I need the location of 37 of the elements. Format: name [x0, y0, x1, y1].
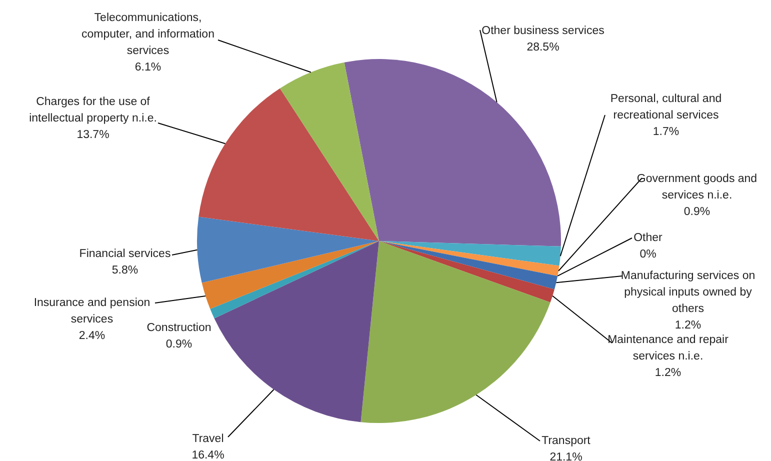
text: 0%: [640, 248, 656, 260]
pie-slice: [214, 241, 379, 422]
slice-label: Maintenance and repair services n.i.e.: [608, 334, 729, 362]
pie-slice: [360, 241, 550, 423]
data-label: 0.9%: [166, 338, 192, 350]
pie-slice: [197, 216, 379, 283]
pie-slice: [198, 88, 379, 241]
pie-slice: [280, 62, 379, 241]
slice-label: Telecommunications, computer, and information services: [82, 12, 214, 57]
slice-label: Transport: [542, 435, 592, 447]
slice-label: Travel: [192, 433, 224, 445]
data-label: 1.2%: [654, 367, 682, 379]
slice-label: Construction: [146, 322, 212, 334]
pie-slice: [210, 241, 379, 318]
slice-label: Manufacturing services on physical inputs owned by others: [620, 270, 756, 315]
slice-label: Personal, cultural and recreational services: [610, 93, 722, 122]
pie-slice: [379, 241, 560, 276]
pie-slice: [379, 241, 558, 290]
slice-label: Financial services: [79, 248, 171, 260]
pie-slice: [379, 241, 561, 266]
data-label: 1.7%: [652, 126, 680, 138]
slice-label: Government goods and services n.i.e.: [636, 173, 758, 202]
data-label: 16.4%: [192, 450, 224, 461]
data-label: 6.1%: [134, 62, 162, 74]
data-label: 1.2%: [674, 320, 702, 332]
pie-slice: [379, 241, 554, 302]
data-label: 5.8%: [112, 264, 138, 276]
data-label: 13.7%: [76, 129, 110, 141]
data-label: 21.1%: [550, 452, 582, 461]
data-label: 28.5%: [526, 42, 560, 54]
pie-slice: [344, 59, 561, 246]
data-label: 0.9%: [684, 206, 710, 218]
data-label: 2.4%: [78, 330, 106, 342]
category-label: Other: [634, 232, 662, 244]
slice-label: Other business services: [482, 25, 605, 37]
pie-slice: [202, 241, 379, 309]
slice-label: Charges for the use of intellectual property n.i.e.: [29, 96, 157, 124]
